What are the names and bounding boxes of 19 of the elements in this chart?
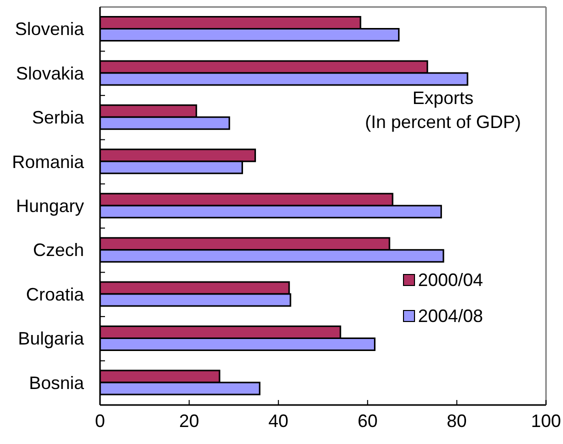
y-tick-label: Slovakia (16, 63, 85, 84)
y-tick-label: Croatia (26, 284, 85, 304)
x-tick-label: 20 (179, 411, 200, 431)
x-tick-label: 40 (268, 411, 288, 431)
legend-label: 2004/08 (418, 306, 484, 326)
text: Exports (411, 87, 475, 110)
y-tick-label: Bulgaria (18, 328, 85, 349)
y-tick-label: Bosnia (28, 372, 85, 393)
x-tick-label: 0 (94, 411, 106, 431)
y-tick-label: Hungary (16, 196, 84, 216)
x-tick-label: 100 (530, 411, 562, 431)
legend-label: 2000/04 (418, 270, 484, 290)
y-tick-label: Slovenia (14, 19, 85, 40)
y-tick-label: Serbia (32, 108, 85, 128)
y-tick-label: Czech (32, 240, 84, 260)
x-tick-label: 60 (358, 411, 378, 431)
x-tick-label: 80 (446, 411, 467, 431)
y-tick-label: Romania (12, 152, 85, 172)
text: (In percent of GDP) (364, 111, 522, 134)
